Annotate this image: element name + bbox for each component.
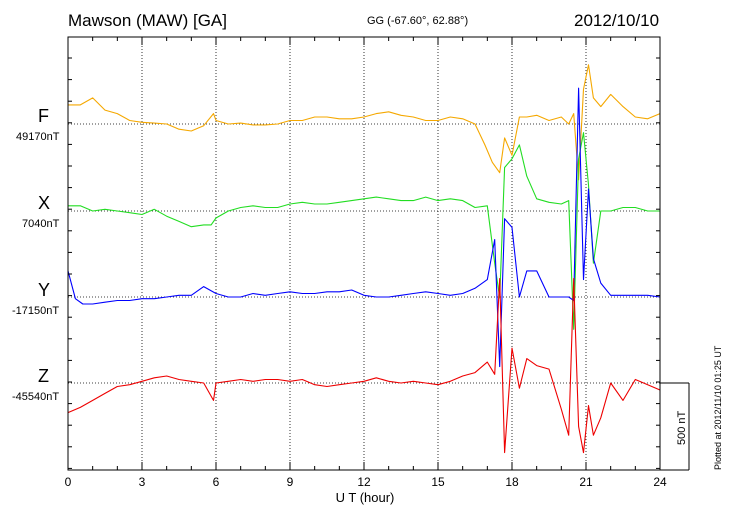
x-tick-label-12: 12 <box>357 475 371 489</box>
series-baseline-x: 7040nT <box>22 218 60 230</box>
x-tick-label-6: 6 <box>213 475 220 489</box>
x-tick-label-21: 21 <box>579 475 593 489</box>
x-tick-label-15: 15 <box>431 475 445 489</box>
x-tick-label-3: 3 <box>139 475 146 489</box>
series-label-f: F <box>38 106 49 126</box>
series-line-x <box>68 132 660 330</box>
x-axis-label: U T (hour) <box>335 490 395 505</box>
series-line-y <box>67 87 661 368</box>
series-label-z: Z <box>38 366 49 386</box>
date-label: 2012/10/10 <box>574 11 660 30</box>
series-line-z <box>67 278 661 454</box>
x-tick-label-0: 0 <box>65 475 72 489</box>
series-layer <box>67 64 661 454</box>
plotted-note: Plotted at 2012/11/10 01:25 UT <box>713 345 723 470</box>
x-tick-label-24: 24 <box>653 475 667 489</box>
series-label-x: X <box>38 193 51 213</box>
x-tick-label-18: 18 <box>505 475 519 489</box>
x-tick-label-9: 9 <box>287 475 294 489</box>
coordinates-label: GG (-67.60°, 62.88°) <box>367 15 469 27</box>
axis-layer: 0 3 6 9 12 15 18 21 24 <box>65 36 690 489</box>
series-baseline-z: -45540nT <box>12 391 60 403</box>
grid-layer <box>68 37 660 470</box>
series-label-y: Y <box>38 280 51 300</box>
series-baseline-y: -17150nT <box>12 305 60 317</box>
station-title: Mawson (MAW) [GA] <box>68 11 227 30</box>
scale-bar-label: 500 nT <box>676 410 688 445</box>
series-baseline-f: 49170nT <box>16 131 60 143</box>
